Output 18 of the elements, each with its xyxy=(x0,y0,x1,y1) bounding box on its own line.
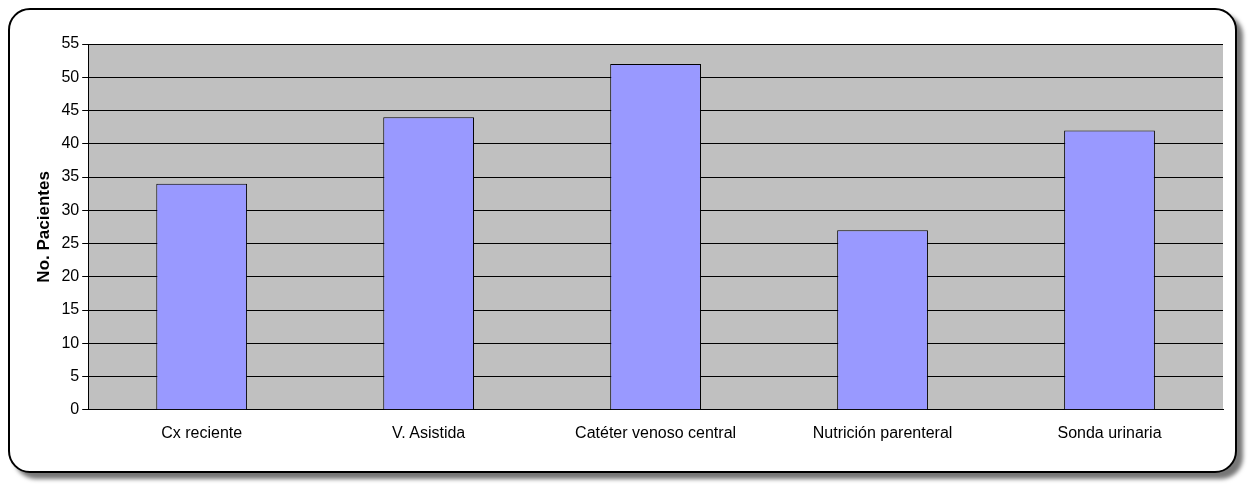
y-tick-label: 45 xyxy=(61,100,80,118)
y-tick-label: 5 xyxy=(70,366,80,384)
x-tick-label: Nutrición parenteral xyxy=(812,423,953,441)
x-tick-label: Cx reciente xyxy=(161,423,243,441)
y-tick-label: 55 xyxy=(61,34,80,52)
x-tick-label: Catéter venoso central xyxy=(575,423,737,441)
y-tick-label: 15 xyxy=(61,300,80,318)
y-tick-label: 0 xyxy=(70,400,80,418)
y-tick-label: 35 xyxy=(61,167,80,185)
y-tick-label: 50 xyxy=(61,67,80,85)
y-tick-label: 30 xyxy=(61,200,80,218)
y-tick-label: 20 xyxy=(61,267,80,285)
y-tick-label: 25 xyxy=(61,233,80,251)
y-tick-label: 10 xyxy=(61,333,80,351)
x-tick-label: V. Asistida xyxy=(392,423,466,441)
x-tick-label: Sonda urinaria xyxy=(1057,423,1162,441)
y-axis-title: No. Pacientes xyxy=(33,171,53,283)
y-tick-label: 40 xyxy=(61,134,80,152)
